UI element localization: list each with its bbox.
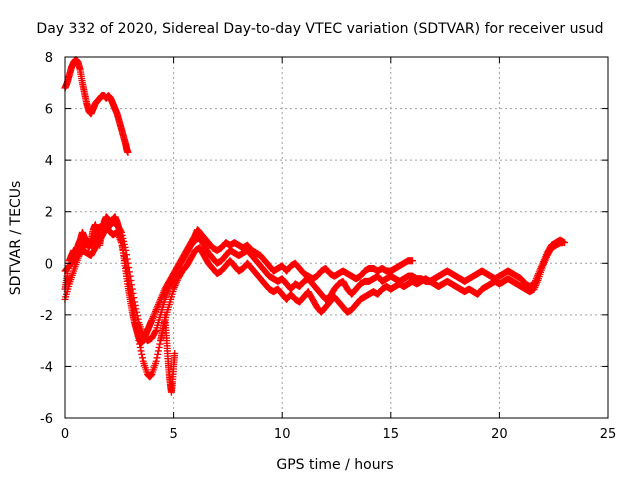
data-point: [133, 324, 141, 332]
x-axis-label: GPS time / hours: [276, 457, 393, 473]
data-point: [135, 337, 143, 345]
data-point: [125, 276, 133, 284]
axis-ticks: 0 5 10 15 20 25 -6 -4 -2 0 2 4 6 8: [40, 51, 616, 442]
y-tick-label: 4: [45, 154, 53, 169]
data-point: [91, 235, 99, 243]
plot-area: [61, 56, 569, 396]
series-track-c: [61, 221, 566, 381]
data-point: [124, 148, 132, 156]
series-track-a: [61, 213, 417, 347]
data-point: [154, 347, 162, 355]
data-point: [123, 264, 131, 272]
y-tick-label: -2: [40, 309, 53, 324]
data-point: [118, 242, 126, 250]
data-point: [171, 350, 179, 358]
y-tick-label: -4: [40, 360, 53, 375]
data-point: [409, 257, 417, 265]
chart-title: Day 332 of 2020, Sidereal Day-to-day VTE…: [36, 21, 603, 37]
data-point: [120, 252, 128, 260]
y-tick-label: 0: [45, 257, 53, 272]
data-point: [152, 357, 160, 365]
data-point: [154, 350, 162, 358]
x-tick-label: 10: [274, 427, 291, 442]
x-tick-label: 15: [383, 427, 400, 442]
data-point: [121, 256, 129, 264]
data-point: [156, 340, 164, 348]
data-point: [152, 328, 159, 336]
data-point: [123, 268, 131, 276]
data-point: [120, 249, 128, 257]
data-point: [133, 328, 141, 336]
y-axis-label: SDTVAR / TECUs: [8, 181, 24, 296]
y-tick-label: -6: [40, 412, 53, 427]
series-upper-cluster: [61, 56, 132, 156]
plot-frame: [64, 56, 609, 419]
data-point: [130, 307, 138, 315]
data-point: [128, 298, 136, 306]
data-point: [129, 302, 137, 310]
data-point: [117, 239, 125, 247]
data-point: [126, 285, 134, 293]
data-point: [125, 281, 133, 289]
y-tick-label: 8: [45, 51, 53, 66]
data-point: [558, 239, 566, 247]
data-point: [137, 347, 145, 355]
data-point: [136, 344, 144, 352]
data-point: [138, 354, 146, 362]
data-point: [132, 319, 140, 327]
x-tick-label: 5: [169, 427, 177, 442]
x-tick-label: 25: [600, 427, 617, 442]
series-dip-spike: [161, 311, 179, 396]
data-point: [136, 340, 144, 348]
data-point: [124, 272, 132, 280]
data-point: [122, 259, 130, 267]
data-point: [119, 246, 127, 254]
x-tick-label: 0: [61, 427, 69, 442]
data-point: [134, 332, 142, 340]
data-point: [131, 311, 139, 319]
data-point: [128, 294, 136, 302]
y-tick-label: 2: [45, 206, 53, 221]
y-tick-label: 6: [45, 103, 53, 118]
data-point: [131, 315, 139, 323]
data-point: [155, 344, 163, 352]
data-point: [138, 350, 146, 358]
data-point: [153, 354, 161, 362]
data-point: [127, 289, 135, 297]
x-tick-label: 20: [491, 427, 508, 442]
series-track-b: [61, 218, 569, 345]
